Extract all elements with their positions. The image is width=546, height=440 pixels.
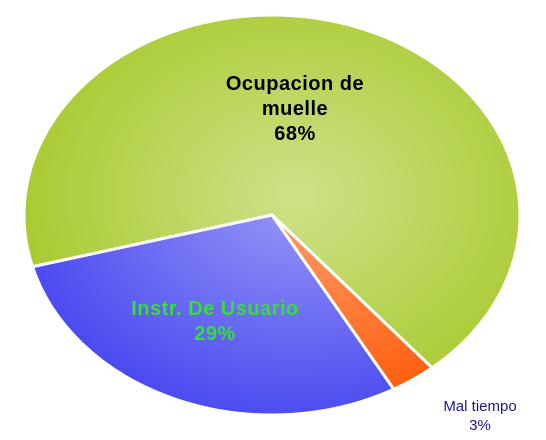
category-label: Instr. De Usuario	[131, 298, 299, 320]
value-label: 68%	[274, 123, 316, 145]
slice-label: Instr. De Usuario 29%	[130, 297, 300, 347]
value-label: 29%	[194, 323, 236, 345]
category-label: Mal tiempo	[443, 398, 517, 415]
slice-label: Ocupacion de muelle 68%	[200, 72, 390, 147]
category-label: Ocupacion de muelle	[225, 73, 365, 120]
value-label: 3%	[469, 416, 491, 434]
slice-label: Mal tiempo 3%	[415, 398, 545, 436]
